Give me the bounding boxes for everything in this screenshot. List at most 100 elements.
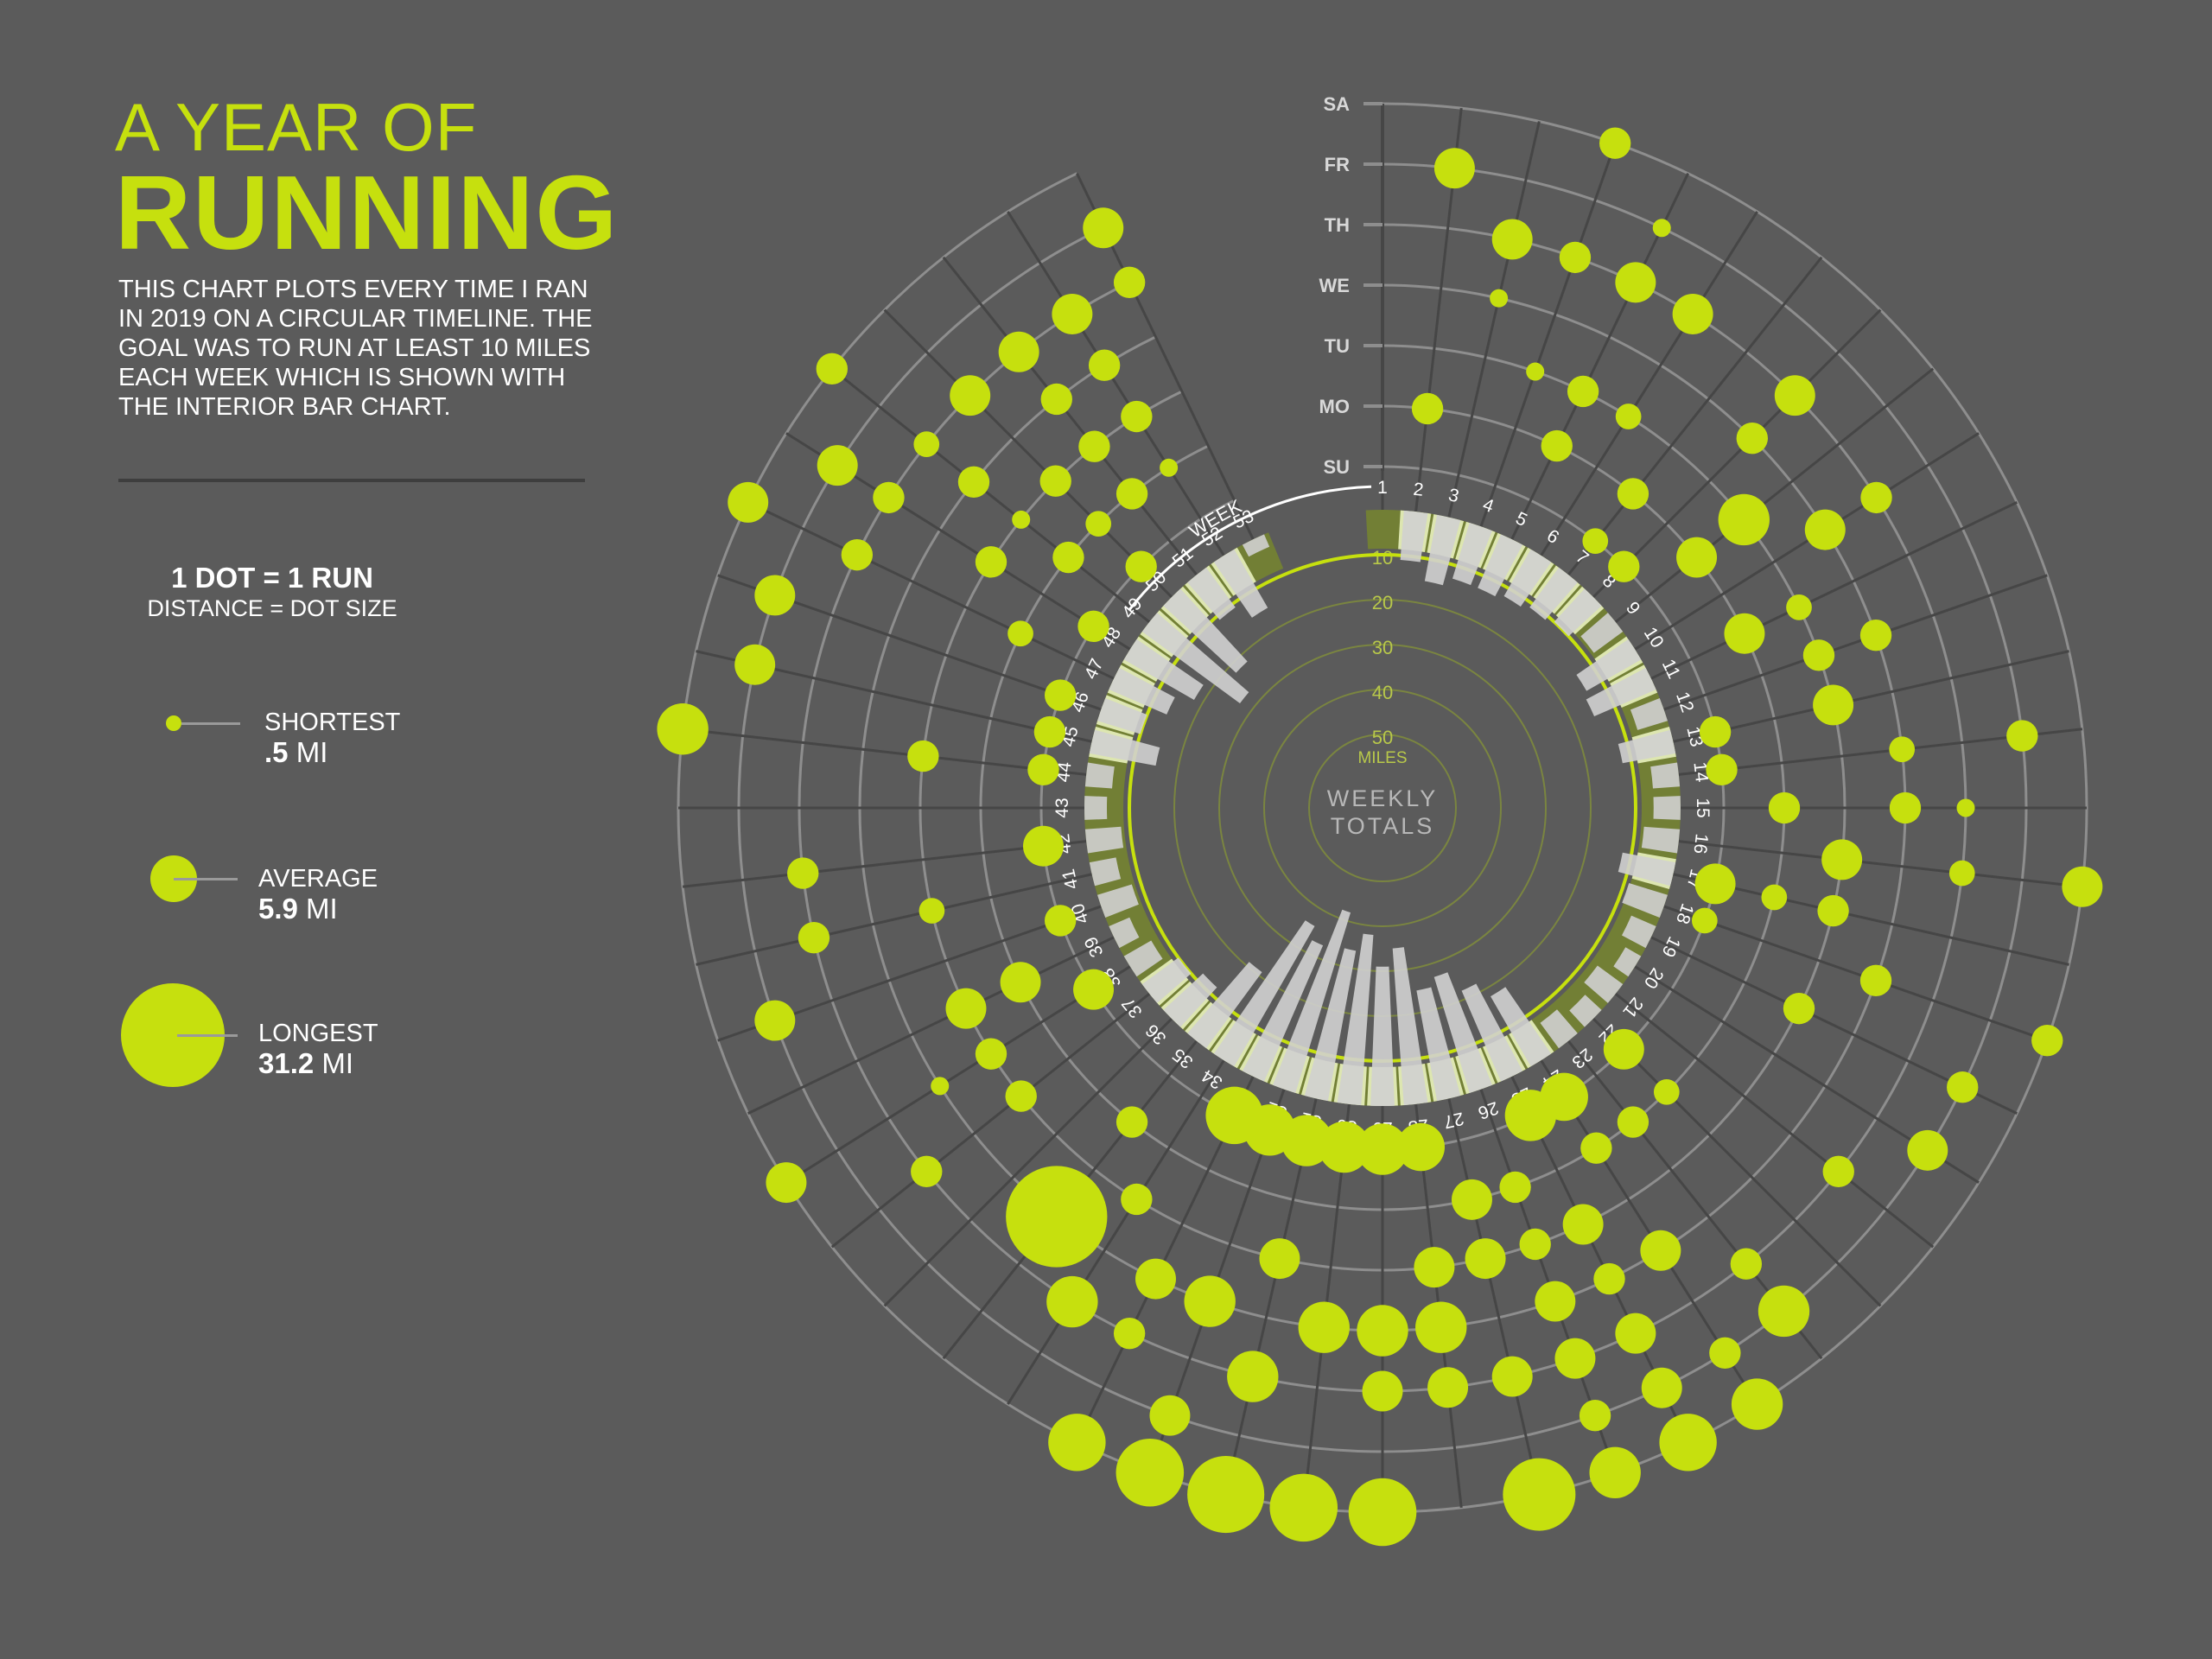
weekly-bar	[1503, 549, 1552, 607]
week-label: 3	[1446, 485, 1461, 506]
week-label: 20	[1640, 964, 1668, 992]
run-dot	[1116, 1438, 1185, 1507]
week-label: 6	[1543, 525, 1562, 548]
legend-average-line	[174, 878, 238, 880]
week-spoke	[1007, 211, 1225, 556]
legend-subtitle: DISTANCE = DOT SIZE	[147, 595, 397, 621]
week-spoke	[747, 936, 1115, 1115]
run-dot	[2062, 866, 2103, 907]
run-dot	[1000, 962, 1041, 1003]
run-dot	[1615, 262, 1656, 303]
week-label: 21	[1618, 994, 1647, 1022]
week-spoke	[682, 840, 1087, 888]
week-label: 43	[1052, 798, 1072, 817]
weekly-bars	[1084, 510, 1681, 1106]
run-dot	[918, 898, 945, 924]
run-dot	[1617, 1106, 1649, 1138]
run-dot	[1503, 1458, 1576, 1531]
run-dot	[1822, 1155, 1854, 1188]
intro-text: THIS CHART PLOTS EVERY TIME I RAN IN 201…	[118, 276, 593, 421]
run-dot	[1414, 1247, 1455, 1288]
week-spoke	[1567, 256, 1823, 576]
run-dot	[1579, 1400, 1611, 1432]
weekly-bar	[1084, 762, 1115, 789]
legend-shortest-unit: MI	[296, 736, 328, 768]
run-dot	[1691, 907, 1718, 934]
weekly-bar	[1187, 567, 1236, 620]
run-dot	[873, 481, 905, 514]
run-dot	[1672, 293, 1713, 334]
weekly-bar	[1529, 567, 1578, 620]
week-spoke	[785, 965, 1131, 1184]
week-spoke	[1673, 650, 2069, 743]
run-dot	[1802, 639, 1835, 671]
run-dot	[1490, 289, 1509, 308]
run-dot	[1731, 1378, 1783, 1430]
week-spoke	[1447, 1098, 1541, 1495]
run-dot	[1817, 894, 1849, 927]
weekly-bar	[1586, 667, 1656, 716]
week-spoke	[1479, 143, 1617, 527]
run-dot	[1730, 1248, 1763, 1280]
run-dot	[2031, 1024, 2063, 1057]
weekly-bar	[1650, 762, 1681, 789]
week-spoke	[883, 1017, 1173, 1307]
miles-tick-label: 30	[1372, 637, 1393, 658]
run-dot	[1433, 148, 1475, 189]
run-dot	[1362, 1370, 1403, 1412]
week-label: 10	[1640, 624, 1668, 652]
run-dot	[1269, 1473, 1338, 1542]
run-dot	[1526, 362, 1545, 381]
weekly-bar	[1272, 909, 1351, 1093]
weekly-bar	[1540, 1009, 1578, 1049]
run-dot	[2006, 720, 2038, 752]
run-dot	[1007, 620, 1033, 647]
legend-longest: LONGEST 31.2 MI	[258, 1020, 378, 1080]
run-dot	[1580, 1132, 1612, 1164]
weekly-bar	[1424, 514, 1461, 586]
run-dot	[1052, 293, 1093, 334]
week-label: 15	[1693, 798, 1713, 817]
legend-heading: 1 DOT = 1 RUN DISTANCE = DOT SIZE	[130, 562, 415, 622]
weekly-bar	[1097, 884, 1139, 918]
run-dots	[657, 127, 2103, 1547]
week-spoke	[1007, 1059, 1225, 1405]
week-label: 12	[1672, 690, 1697, 715]
week-label: 1	[1377, 478, 1388, 498]
weekly-bar	[1123, 940, 1163, 977]
run-dot	[657, 703, 709, 755]
weekly-bar	[1618, 729, 1676, 764]
run-dot	[1617, 478, 1649, 510]
day-label-tu: TU	[1325, 335, 1350, 357]
run-dot	[1491, 219, 1533, 260]
run-dot	[817, 445, 858, 486]
weekly-bar	[1163, 973, 1217, 1027]
run-dot	[1125, 550, 1157, 582]
day-label-mo: MO	[1319, 396, 1350, 417]
run-dot	[1491, 1356, 1533, 1397]
run-dot	[1357, 1123, 1408, 1175]
weekly-bar	[1621, 915, 1656, 949]
week-label: 37	[1118, 994, 1147, 1022]
weekly-bar	[1213, 549, 1268, 618]
run-dot	[1783, 992, 1815, 1025]
run-dot	[1859, 964, 1892, 997]
run-dot	[1947, 1071, 1979, 1103]
week-label: 5	[1512, 508, 1530, 531]
week-spoke	[1663, 905, 2048, 1042]
day-labels: SU MO TU WE TH FR SA	[1319, 93, 1384, 478]
legend-title: 1 DOT = 1 RUN	[171, 562, 373, 594]
run-dot	[1641, 1367, 1682, 1408]
weekly-bar	[1304, 948, 1357, 1102]
run-dot	[728, 481, 769, 523]
miles-ring	[1308, 734, 1457, 882]
weekly-bar	[1400, 510, 1428, 563]
week-label: 2	[1412, 480, 1424, 500]
run-dot	[931, 1077, 950, 1096]
run-dot	[1860, 481, 1892, 514]
run-dot	[754, 1000, 796, 1041]
legend-average-value: 5.9	[258, 893, 298, 925]
run-dot	[1046, 1275, 1098, 1328]
run-dot	[1121, 1183, 1153, 1216]
weekly-bar	[1097, 697, 1147, 734]
